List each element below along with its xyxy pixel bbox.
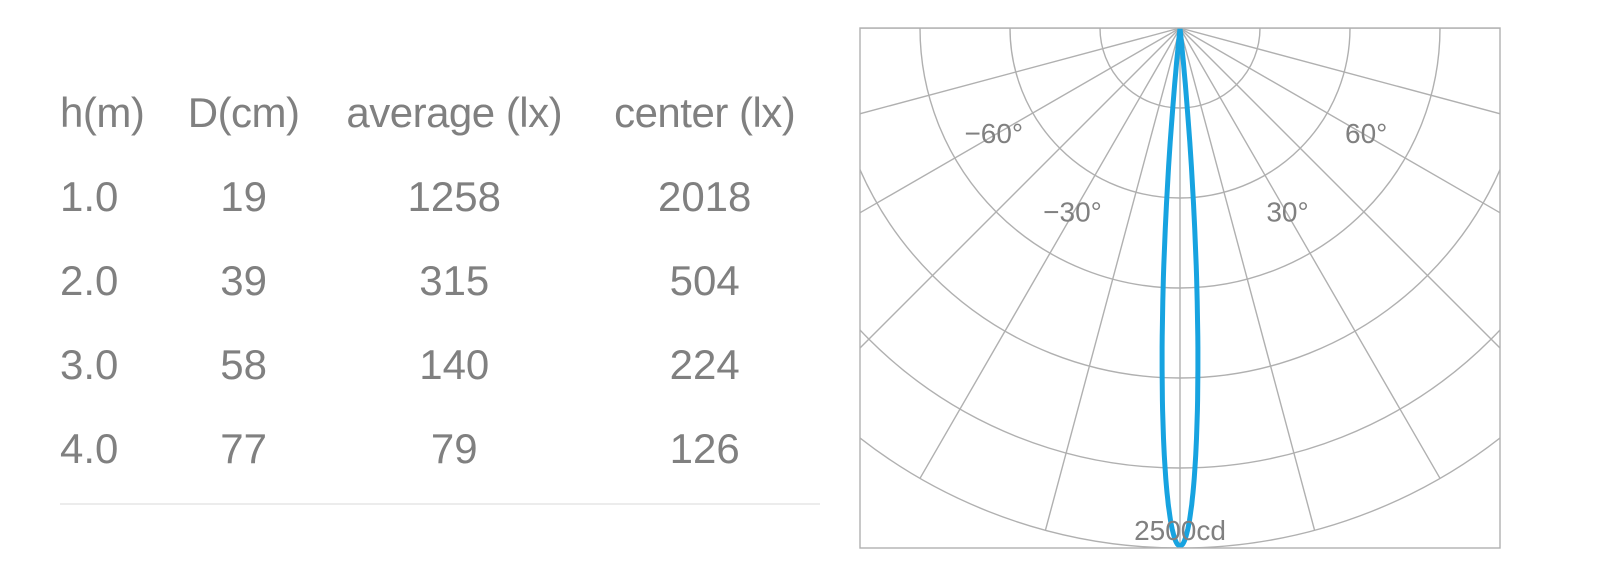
cell: 1.0 <box>60 155 168 239</box>
angle-label: −30° <box>1043 197 1102 228</box>
cell: 126 <box>589 407 820 504</box>
col-h: h(m) <box>60 71 168 155</box>
cell: 140 <box>319 323 589 407</box>
cell: 79 <box>319 407 589 504</box>
illuminance-table: h(m) D(cm) average (lx) center (lx) 1.0 … <box>60 71 820 505</box>
cell: 58 <box>168 323 319 407</box>
polar-distribution-chart: −60° 60° −30° 30° 2500cd <box>820 18 1540 558</box>
table-row: 2.0 39 315 504 <box>60 239 820 323</box>
cell: 1258 <box>319 155 589 239</box>
angle-label: 60° <box>1345 118 1387 149</box>
cell: 39 <box>168 239 319 323</box>
cell: 504 <box>589 239 820 323</box>
col-d: D(cm) <box>168 71 319 155</box>
col-average: average (lx) <box>319 71 589 155</box>
cell: 3.0 <box>60 323 168 407</box>
cell: 2018 <box>589 155 820 239</box>
cell: 224 <box>589 323 820 407</box>
table-row: 3.0 58 140 224 <box>60 323 820 407</box>
cell: 2.0 <box>60 239 168 323</box>
table: h(m) D(cm) average (lx) center (lx) 1.0 … <box>60 71 820 505</box>
cell: 315 <box>319 239 589 323</box>
col-center: center (lx) <box>589 71 820 155</box>
cell: 4.0 <box>60 407 168 504</box>
cell: 77 <box>168 407 319 504</box>
cell: 19 <box>168 155 319 239</box>
angle-label: −60° <box>964 118 1023 149</box>
table-row: 1.0 19 1258 2018 <box>60 155 820 239</box>
angle-label: 30° <box>1266 197 1308 228</box>
table-row: 4.0 77 79 126 <box>60 407 820 504</box>
intensity-label: 2500cd <box>1134 515 1226 546</box>
